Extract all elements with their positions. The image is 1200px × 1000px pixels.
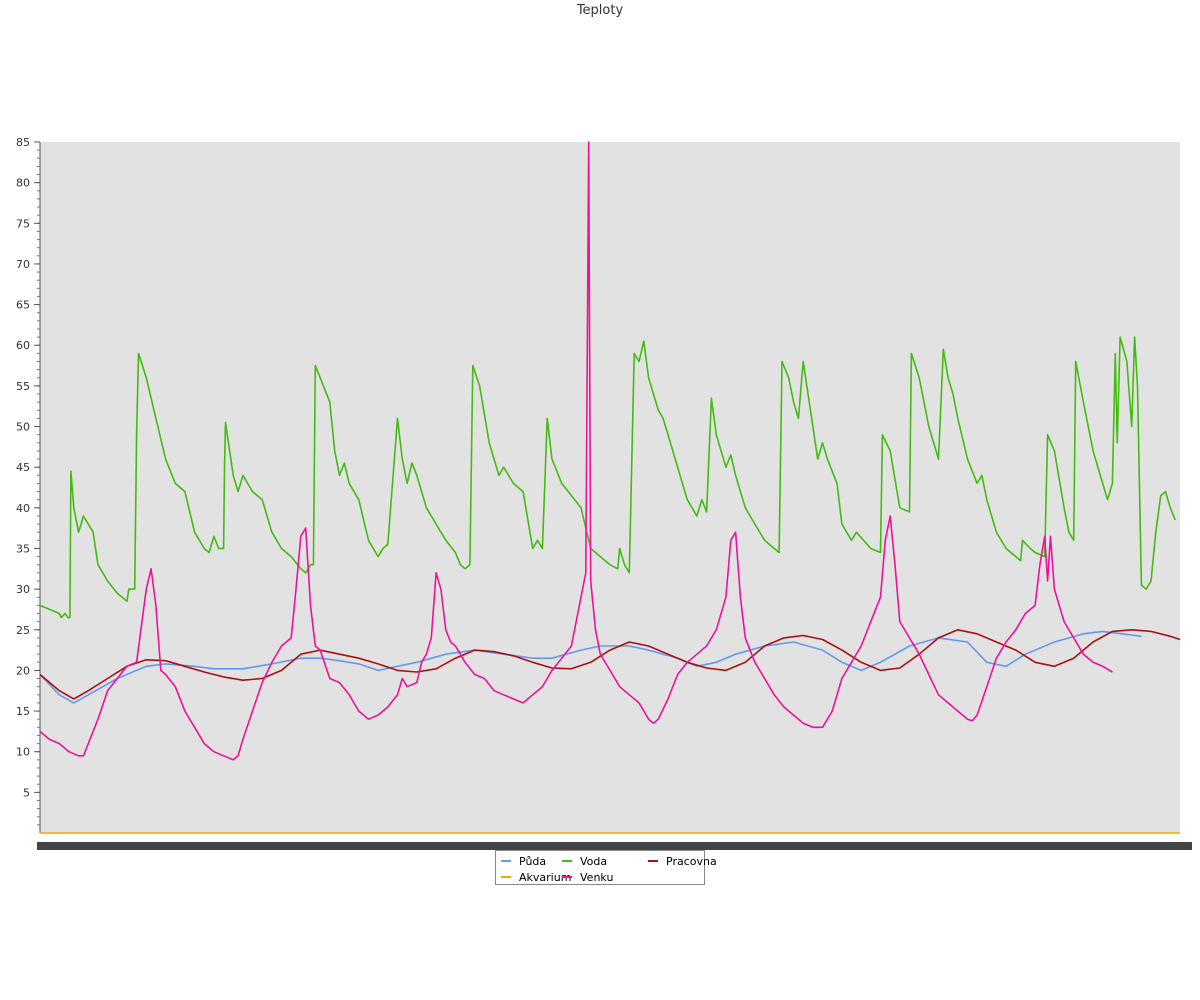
legend-swatch bbox=[501, 860, 511, 862]
series-line-venku bbox=[39, 141, 1113, 761]
legend: Půda Voda Pracovna Akvarium Venku bbox=[495, 850, 717, 885]
y-tick-label: 20 bbox=[16, 664, 30, 677]
series-line-voda bbox=[39, 336, 1176, 619]
x-axis-tick-band bbox=[37, 842, 1192, 850]
y-tick-label: 50 bbox=[16, 421, 30, 434]
y-tick-label: 10 bbox=[16, 746, 30, 759]
y-tick-label: 45 bbox=[16, 461, 30, 474]
y-tick-label: 35 bbox=[16, 542, 30, 555]
chart-title: Teploty bbox=[576, 3, 624, 18]
y-tick-label: 5 bbox=[23, 786, 30, 799]
y-tick-label: 30 bbox=[16, 583, 30, 596]
y-tick-label: 40 bbox=[16, 502, 30, 515]
y-tick-label: 70 bbox=[16, 258, 30, 271]
series-line-půda bbox=[39, 630, 1142, 704]
y-axis-ticks: 5 10 15 20 25 30 35 40 45 50 55 60 65 70 75 80 85 bbox=[16, 136, 40, 826]
legend-swatch bbox=[501, 876, 511, 878]
legend-swatch bbox=[562, 876, 572, 878]
legend-item-venku: Venku bbox=[562, 870, 613, 884]
y-tick-label: 15 bbox=[16, 705, 30, 718]
y-tick-label: 80 bbox=[16, 177, 30, 190]
legend-item-akvarium: Akvarium bbox=[501, 870, 571, 884]
y-tick-label: 85 bbox=[16, 136, 30, 149]
plot-area bbox=[40, 142, 1180, 833]
y-tick-label: 25 bbox=[16, 624, 30, 637]
y-tick-label: 65 bbox=[16, 299, 30, 312]
legend-label: Voda bbox=[580, 854, 608, 868]
legend-item-půda: Půda bbox=[501, 854, 546, 868]
legend-label: Půda bbox=[519, 854, 547, 868]
y-tick-label: 60 bbox=[16, 339, 30, 352]
legend-item-pracovna: Pracovna bbox=[648, 854, 717, 868]
legend-label: Venku bbox=[580, 870, 614, 884]
legend-label: Akvarium bbox=[519, 870, 572, 884]
legend-swatch bbox=[562, 860, 572, 862]
y-tick-label: 55 bbox=[16, 380, 30, 393]
legend-item-voda: Voda bbox=[562, 854, 607, 868]
series-line-pracovna bbox=[39, 628, 1181, 700]
series-lines bbox=[39, 141, 1181, 834]
legend-swatch bbox=[648, 860, 658, 862]
legend-label: Pracovna bbox=[666, 854, 717, 868]
y-tick-label: 75 bbox=[16, 217, 30, 230]
